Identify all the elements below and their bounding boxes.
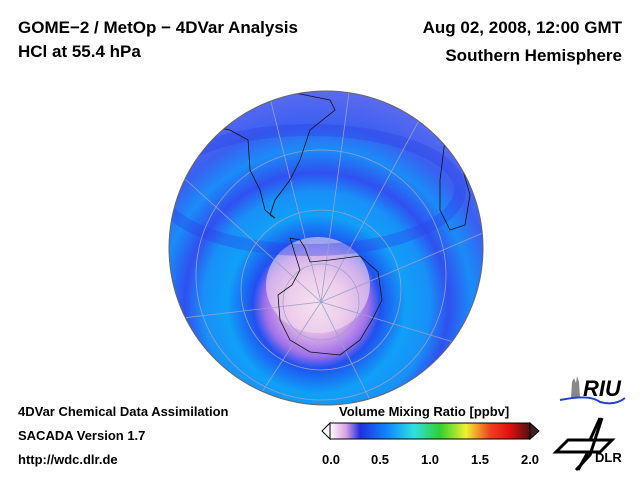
globe-outline	[168, 90, 484, 406]
colorbar-max-arrow	[529, 421, 540, 441]
map-title: GOME−2 / MetOp − 4DVar Analysis	[18, 18, 298, 37]
colorbar-gradient	[329, 422, 531, 440]
colorbar-tick: 1.0	[420, 452, 440, 467]
map-subtitle: HCl at 55.4 hPa	[18, 42, 141, 61]
footer-version: SACADA Version 1.7	[18, 428, 146, 443]
colorbar-min-arrow	[321, 421, 331, 441]
hemisphere-label: Southern Hemisphere	[445, 46, 622, 65]
colorbar-tick: 2.0	[520, 452, 540, 467]
riu-logo	[559, 376, 626, 405]
map-date: Aug 02, 2008, 12:00 GMT	[422, 18, 622, 37]
colorbar	[321, 421, 540, 441]
hcl-field	[169, 91, 483, 405]
colorbar-tick: 0.5	[370, 452, 390, 467]
colorbar-tick: 0.0	[321, 452, 341, 467]
colorbar-tick: 1.5	[470, 452, 490, 467]
riu-logo-text: RIU	[583, 376, 621, 401]
dlr-logo-text: DLR	[595, 450, 622, 465]
footer-assimilation: 4DVar Chemical Data Assimilation	[18, 404, 229, 419]
dlr-logo	[552, 417, 616, 472]
footer-url[interactable]: http://wdc.dlr.de	[18, 452, 118, 467]
colorbar-title: Volume Mixing Ratio [ppbv]	[339, 404, 510, 419]
